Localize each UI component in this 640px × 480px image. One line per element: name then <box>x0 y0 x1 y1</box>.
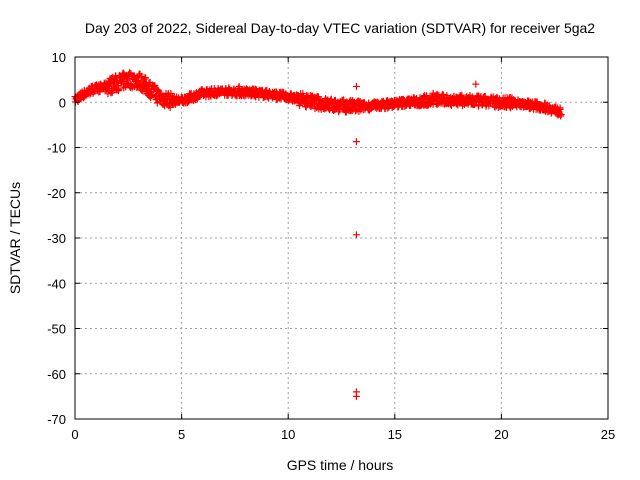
axis-ticks: 0 5 10 15 20 25 10 0 -10 -20 -30 -40 -50 -60 -70 <box>47 50 615 442</box>
x-tick-label: 10 <box>281 427 295 442</box>
outlier-point <box>472 80 480 88</box>
x-tick-label: 5 <box>178 427 185 442</box>
data-point <box>552 103 560 111</box>
x-tick-label: 15 <box>388 427 402 442</box>
outlier-point <box>352 392 360 400</box>
x-tick-label: 20 <box>494 427 508 442</box>
data-point <box>556 105 564 113</box>
outlier-point <box>235 82 243 90</box>
y-tick-label: -30 <box>47 231 66 246</box>
x-axis-label: GPS time / hours <box>287 457 394 473</box>
y-tick-label: -50 <box>47 322 66 337</box>
y-tick-label: -40 <box>47 276 66 291</box>
y-axis-label: SDTVAR / TECUs <box>7 182 23 294</box>
outlier-point <box>352 231 360 239</box>
data-point <box>141 74 149 82</box>
y-tick-label: -20 <box>47 186 66 201</box>
y-tick-label: 10 <box>52 50 66 65</box>
data-points <box>71 69 565 400</box>
y-tick-label: -10 <box>47 141 66 156</box>
outlier-point <box>352 82 360 90</box>
x-tick-label: 0 <box>71 427 78 442</box>
x-tick-label: 25 <box>601 427 615 442</box>
outlier-point <box>352 138 360 146</box>
outlier-point <box>429 89 437 97</box>
data-point <box>115 85 123 93</box>
y-tick-label: -60 <box>47 367 66 382</box>
y-tick-label: 0 <box>59 95 66 110</box>
data-point <box>481 92 489 100</box>
data-point <box>151 81 159 89</box>
data-point <box>557 110 565 118</box>
y-tick-label: -70 <box>47 412 66 427</box>
data-point <box>458 91 466 99</box>
data-point <box>439 90 447 98</box>
chart-title: Day 203 of 2022, Sidereal Day-to-day VTE… <box>85 20 595 36</box>
